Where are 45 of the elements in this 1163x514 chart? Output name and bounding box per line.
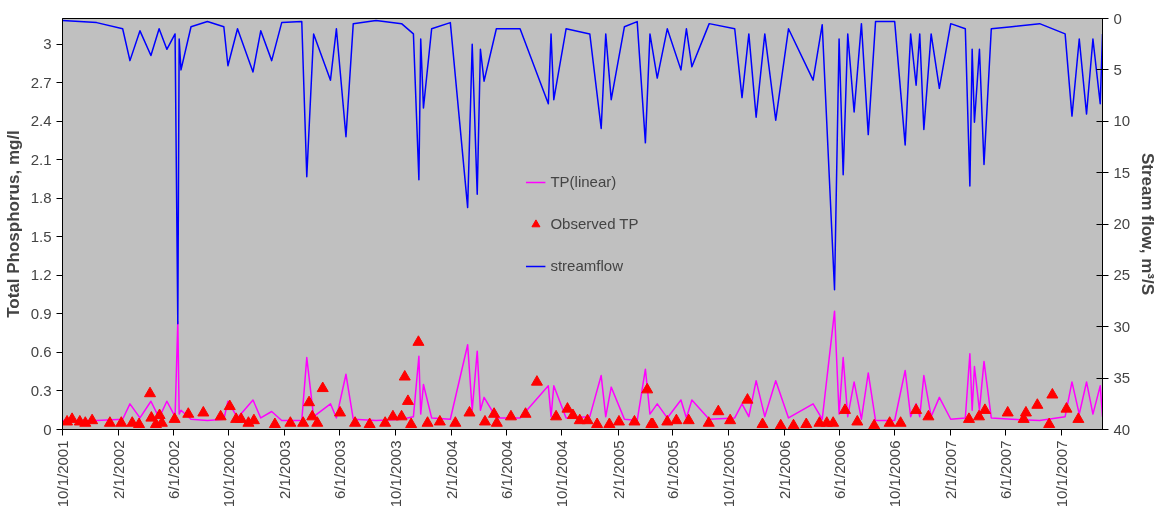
y2-tick-label: 5 [1113,60,1122,78]
x-tick-label: 6/1/2004 [497,440,515,499]
y2-tick-label: 0 [1113,9,1122,27]
x-tick-label: 10/1/2007 [1052,440,1070,508]
x-tick-label: 2/1/2002 [110,440,128,499]
legend-label: Observed TP [550,215,639,232]
y2-axis-title: Stream flow, m³/S [1138,153,1158,296]
x-tick-label: 6/1/2006 [830,440,848,499]
x-tick-label: 10/1/2003 [386,440,404,508]
y-tick-label: 1.5 [30,227,52,245]
y2-tick-label: 30 [1113,317,1131,335]
y2-tick-label: 15 [1113,163,1131,181]
legend-label: streamflow [550,257,623,274]
x-tick-label: 2/1/2007 [942,440,960,499]
x-tick-label: 2/1/2004 [442,440,460,499]
y-tick-label: 2.4 [30,112,52,130]
y-tick-label: 0.6 [30,343,52,361]
y-axis-title: Total Phosphorus, mg/l [3,130,23,318]
y2-tick-label: 10 [1113,112,1131,130]
y2-tick-label: 25 [1113,266,1131,284]
line-series [62,19,1103,325]
x-tick-label: 6/1/2005 [664,440,682,499]
y-tick-label: 1.2 [30,266,52,284]
x-tick-label: 2/1/2003 [276,440,294,499]
x-tick-label: 10/1/2005 [719,440,737,508]
y-tick-label: 0.3 [30,381,52,399]
y-tick-label: 1.8 [30,189,52,207]
x-tick-label: 6/1/2003 [331,440,349,499]
x-tick-label: 6/1/2007 [996,440,1014,499]
legend-label: TP(linear) [550,173,617,190]
x-tick-label: 10/1/2006 [886,440,904,508]
y-tick-label: 2.7 [30,73,52,91]
x-tick-label: 10/1/2002 [220,440,238,508]
x-tick-label: 2/1/2005 [609,440,627,499]
x-tick-label: 10/1/2004 [553,440,571,508]
y-tick-label: 0 [43,420,52,438]
y2-tick-label: 20 [1113,215,1131,232]
y2-tick-label: 35 [1113,369,1131,387]
y2-tick-label: 40 [1113,420,1131,438]
y-tick-label: 0.9 [30,304,52,322]
y-tick-label: 2.1 [30,150,52,168]
y-tick-label: 3 [43,35,52,53]
x-tick-label: 6/1/2002 [164,440,182,499]
x-tick-label: 2/1/2006 [775,440,793,499]
x-tick-label: 10/1/2001 [54,440,71,508]
